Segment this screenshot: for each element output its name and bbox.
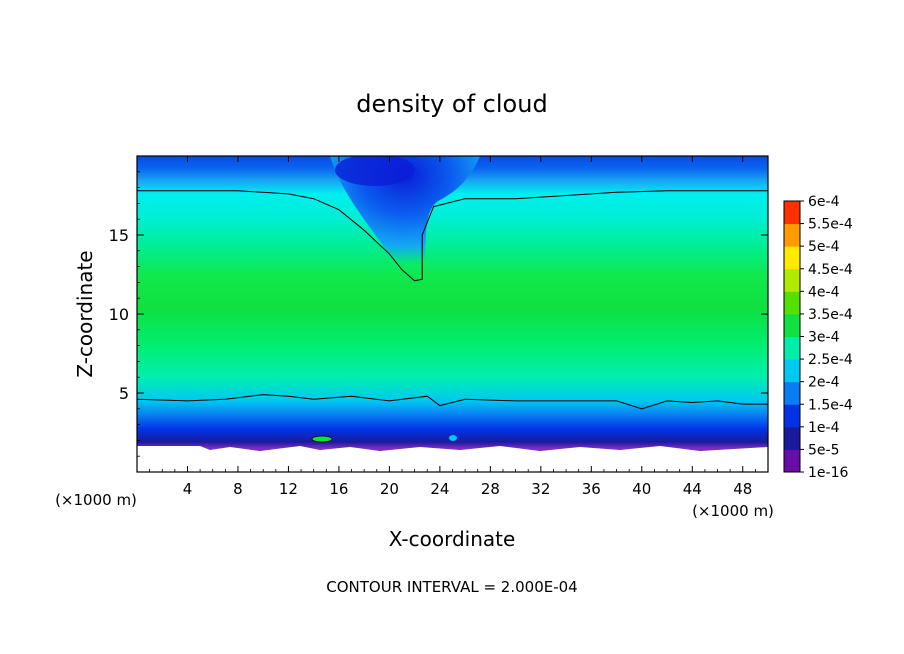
colorbar-label: 5e-5	[808, 442, 839, 458]
colorbar-label: 6e-4	[808, 194, 840, 210]
x-tick-label: 20	[380, 480, 399, 498]
y-tick-label: 15	[109, 226, 129, 245]
plot-field	[137, 156, 768, 472]
x-tick-label: 44	[683, 480, 702, 498]
x-tick-label: 40	[632, 480, 651, 498]
y-tick-label: 5	[119, 384, 129, 403]
y-tick-label: 10	[109, 305, 129, 324]
x-tick-label: 28	[481, 480, 500, 498]
ground-blank	[137, 446, 768, 472]
colorbar-segment	[784, 313, 800, 337]
plume-core	[335, 156, 415, 186]
colorbar-label: 3e-4	[808, 330, 840, 346]
x-tick-label: 36	[582, 480, 601, 498]
colorbar-label: 5e-4	[808, 239, 840, 255]
x-tick-label: 48	[733, 480, 752, 498]
colorbar-segment	[784, 268, 800, 292]
contour-line-lower	[137, 394, 768, 410]
contour-interval-note: CONTOUR INTERVAL = 2.000E-04	[326, 578, 577, 596]
colorbar-label: 1e-4	[808, 420, 840, 436]
local-maximum-a	[311, 435, 333, 443]
x-tick-label: 4	[183, 480, 193, 498]
colorbar-label: 4.5e-4	[808, 262, 853, 278]
colorbar-segment	[784, 336, 800, 360]
contour-line-upper	[137, 190, 768, 282]
colorbar: 1e-16 5e-5 1e-4 1.5e-4 2e-4 2.5e-4 3e-4 3.5e-4 4…	[783, 194, 853, 481]
colorbar-label: 5.5e-4	[808, 217, 853, 233]
colorbar-segment	[784, 223, 800, 247]
x-tick-label: 8	[233, 480, 243, 498]
colorbar-segment	[784, 246, 800, 270]
colorbar-label: 2e-4	[808, 375, 840, 391]
x-tick-label: 32	[531, 480, 550, 498]
colorbar-segment	[784, 404, 800, 428]
colorbar-segment	[784, 201, 800, 225]
density-field	[137, 156, 768, 472]
colorbar-segment	[784, 359, 800, 383]
colorbar-label: 2.5e-4	[808, 352, 853, 368]
colorbar-segment	[784, 426, 800, 450]
y-axis-title: Z-coordinate	[73, 250, 97, 377]
y-axis: 5 10 15	[109, 171, 768, 457]
x-unit-label-right: (×1000 m)	[692, 502, 774, 520]
x-axis-title: X-coordinate	[389, 527, 516, 551]
colorbar-segment	[784, 449, 800, 473]
x-tick-label: 12	[279, 480, 298, 498]
colorbar-label: 1e-16	[808, 465, 848, 481]
x-tick-label: 24	[430, 480, 449, 498]
colorbar-segment	[784, 291, 800, 315]
chart-title: density of cloud	[356, 90, 547, 118]
low-density-plume	[330, 156, 480, 282]
x-unit-label-left: (×1000 m)	[55, 491, 137, 509]
colorbar-label: 3.5e-4	[808, 307, 853, 323]
x-axis: 4 8 12 16 20 24 28 32 36 40 44 48	[149, 156, 756, 498]
x-tick-label: 16	[329, 480, 348, 498]
local-maximum-b	[449, 435, 457, 441]
colorbar-segment	[784, 381, 800, 405]
colorbar-label: 4e-4	[808, 284, 840, 300]
colorbar-label: 1.5e-4	[808, 397, 853, 413]
